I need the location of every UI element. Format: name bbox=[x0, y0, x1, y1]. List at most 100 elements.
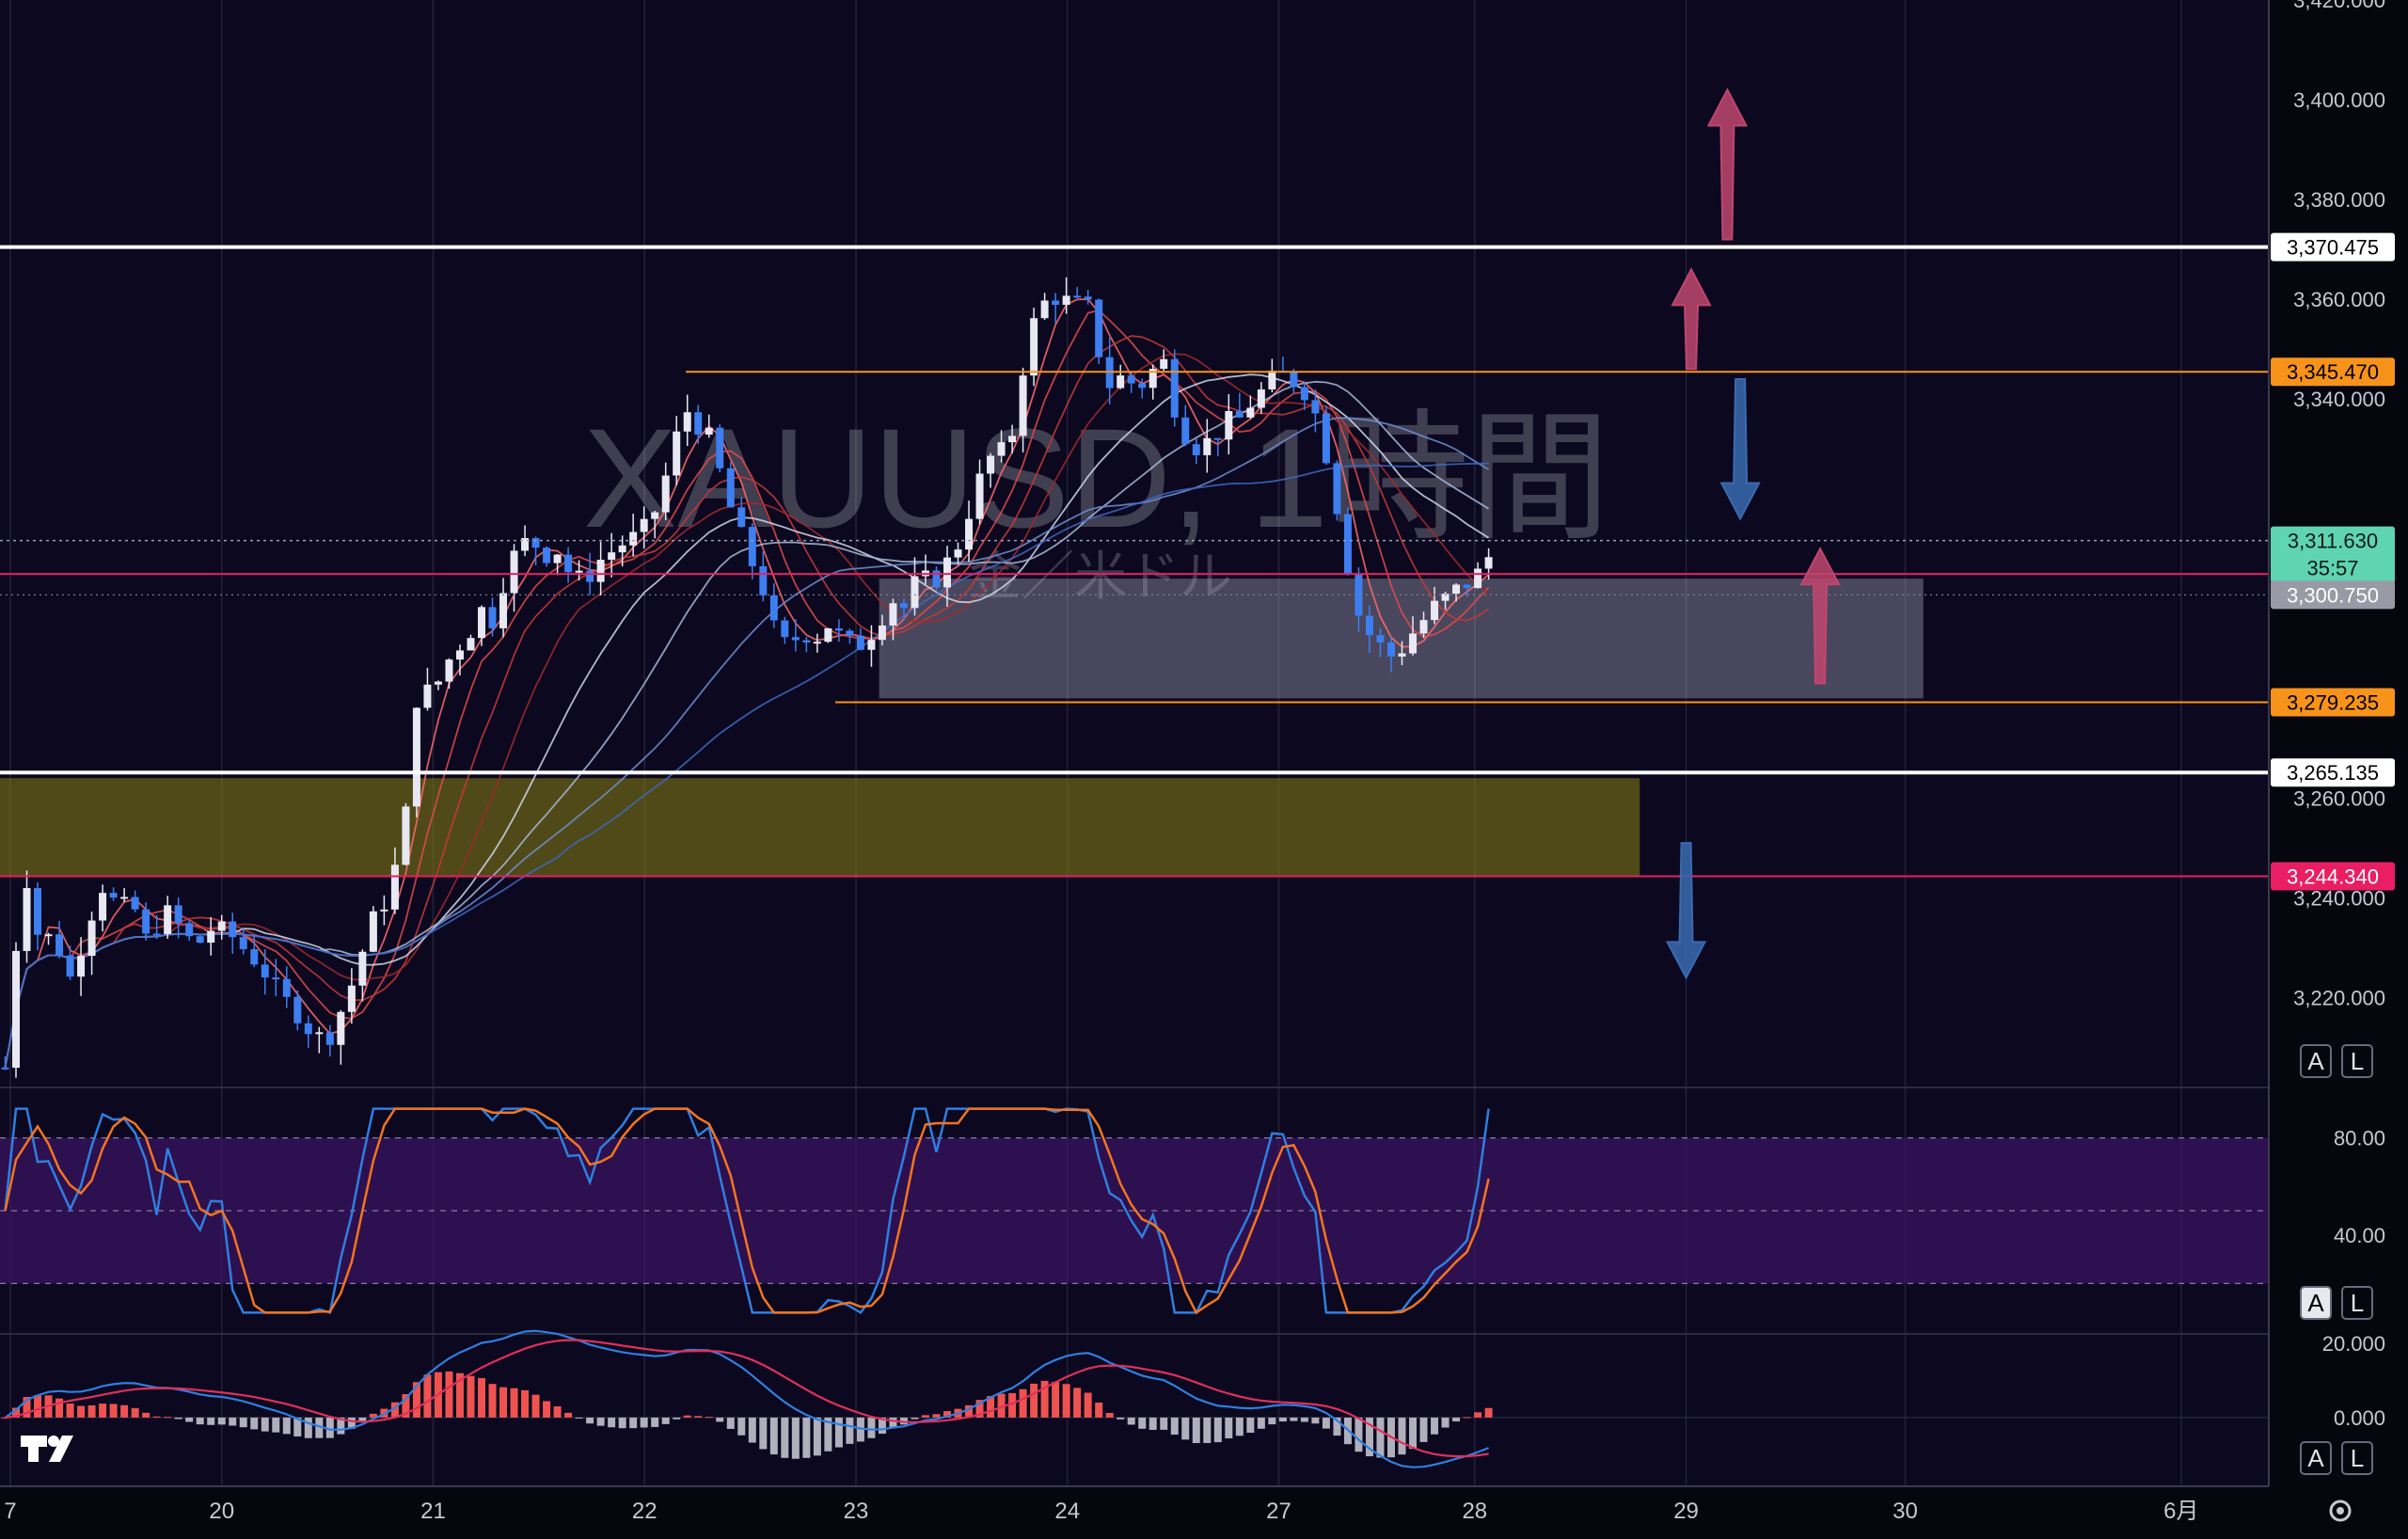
candle-body bbox=[1322, 413, 1330, 464]
macd-histogram-bar bbox=[1192, 1417, 1200, 1444]
scale-buttons[interactable]: A LA LA L bbox=[2300, 1044, 2373, 1475]
candle-body bbox=[131, 896, 139, 910]
macd-histogram-bar bbox=[131, 1407, 139, 1418]
macd-histogram-bar bbox=[152, 1416, 161, 1418]
macd-histogram-bar bbox=[802, 1417, 811, 1458]
time-tick-label: 30 bbox=[1893, 1499, 1918, 1524]
stochastic-pane bbox=[0, 1107, 2269, 1315]
price-badge-box bbox=[2271, 688, 2395, 717]
auto-scale-button-box[interactable] bbox=[2300, 1286, 2332, 1320]
candle-body bbox=[705, 427, 713, 435]
price-tick-label: 3,380.000 bbox=[2293, 188, 2385, 212]
auto-scale-button[interactable]: A bbox=[2307, 1289, 2324, 1317]
moving-average-line bbox=[4, 373, 1490, 1069]
price-tick-label: 3,400.000 bbox=[2293, 88, 2385, 112]
macd-histogram-bar bbox=[1019, 1388, 1027, 1418]
candle-body bbox=[878, 625, 886, 641]
log-scale-button-box[interactable] bbox=[2341, 1441, 2373, 1475]
auto-scale-button[interactable]: A bbox=[2307, 1444, 2324, 1472]
candle-body bbox=[1160, 358, 1168, 370]
macd-histogram-bar bbox=[142, 1412, 150, 1418]
candle-body bbox=[1419, 620, 1428, 634]
macd-histogram-bar bbox=[325, 1417, 334, 1438]
macd-histogram-bar bbox=[1354, 1417, 1363, 1452]
candle-body bbox=[66, 955, 74, 977]
candle-body bbox=[1127, 375, 1135, 384]
candle-body bbox=[1052, 300, 1060, 306]
macd-histogram-bar bbox=[1257, 1417, 1265, 1429]
log-scale-button-box[interactable] bbox=[2341, 1286, 2373, 1320]
macd-histogram-bar bbox=[217, 1417, 226, 1425]
candle-body bbox=[207, 930, 215, 944]
settings-gear-icon[interactable] bbox=[2329, 1499, 2352, 1522]
macd-histogram-bar bbox=[1008, 1392, 1017, 1418]
candle-body bbox=[1474, 568, 1482, 589]
time-tick-label: 24 bbox=[1054, 1499, 1080, 1524]
auto-scale-button[interactable]: A bbox=[2307, 1047, 2324, 1075]
candle-body bbox=[1300, 387, 1308, 401]
candle-body bbox=[34, 888, 42, 935]
macd-histogram-bar bbox=[1419, 1417, 1428, 1442]
candle-body bbox=[867, 640, 876, 650]
candle-body bbox=[629, 532, 638, 546]
macd-histogram-bar bbox=[293, 1417, 302, 1437]
macd-histogram-bar bbox=[911, 1417, 919, 1420]
macd-histogram-bar bbox=[1160, 1417, 1168, 1430]
candle-body bbox=[152, 933, 161, 936]
macd-histogram-bar bbox=[174, 1417, 182, 1420]
candle-body bbox=[748, 527, 756, 566]
candle-body bbox=[553, 554, 562, 563]
candle-body bbox=[164, 905, 172, 935]
candle-body bbox=[943, 557, 952, 588]
candle-body bbox=[1095, 299, 1103, 357]
candle-body bbox=[304, 1023, 312, 1035]
macd-histogram-bar bbox=[553, 1406, 562, 1418]
candle-body bbox=[196, 936, 204, 944]
gray-price-badge: 3,300.750 bbox=[2287, 583, 2379, 607]
log-scale-button[interactable]: L bbox=[2351, 1047, 2364, 1075]
macd-pane bbox=[0, 1329, 2269, 1468]
candle-body bbox=[402, 806, 410, 865]
candle-body bbox=[531, 538, 540, 548]
auto-scale-button-box[interactable] bbox=[2300, 1044, 2332, 1078]
candle-body bbox=[608, 552, 616, 560]
time-axis-background bbox=[0, 1486, 2408, 1539]
candle-body bbox=[1431, 600, 1439, 621]
candle-body bbox=[315, 1032, 324, 1035]
price-tick-label: 3,260.000 bbox=[2293, 786, 2385, 810]
macd-histogram-bar bbox=[1441, 1417, 1450, 1428]
macd-histogram-bar bbox=[531, 1394, 540, 1418]
candle-body bbox=[1409, 633, 1418, 654]
candle-body bbox=[423, 684, 432, 708]
macd-histogram-bar bbox=[889, 1417, 897, 1429]
macd-histogram-bar bbox=[1474, 1412, 1482, 1418]
stochastic-k-line bbox=[4, 1107, 1490, 1315]
candle-body bbox=[282, 978, 291, 997]
macd-histogram-bar bbox=[455, 1372, 464, 1418]
log-scale-button[interactable]: L bbox=[2351, 1444, 2364, 1472]
price-axis[interactable]: 3,420.000 3,400.000 3,380.000 3,360.000 3,34… bbox=[2293, 0, 2385, 1010]
macd-histogram-bar bbox=[337, 1417, 345, 1435]
macd-histogram-bar bbox=[478, 1377, 486, 1418]
price-tick-label: 3,360.000 bbox=[2293, 288, 2385, 311]
tradingview-logo-icon[interactable] bbox=[21, 1436, 73, 1462]
candle-body bbox=[229, 921, 237, 938]
log-scale-button-box[interactable] bbox=[2341, 1044, 2373, 1078]
candle-body bbox=[824, 627, 832, 643]
candle-body bbox=[1398, 653, 1406, 657]
candle-body bbox=[856, 635, 864, 650]
macd-histogram-bar bbox=[737, 1417, 746, 1436]
macd-histogram-bar bbox=[1409, 1417, 1418, 1450]
time-axis[interactable]: 7 20 21 22 23 24 27 28 29 30 6月 bbox=[4, 1499, 2198, 1524]
candles-layer bbox=[1, 277, 1493, 1078]
log-scale-button[interactable]: L bbox=[2351, 1289, 2364, 1317]
macd-histogram-bar bbox=[510, 1388, 518, 1418]
candle-body bbox=[1376, 635, 1385, 643]
macd-histogram-bar bbox=[932, 1414, 941, 1418]
macd-histogram-bar bbox=[965, 1404, 974, 1418]
macd-histogram-bar bbox=[1095, 1403, 1103, 1418]
auto-scale-button-box[interactable] bbox=[2300, 1441, 2332, 1475]
candle-body bbox=[120, 896, 129, 899]
macd-histogram-bar bbox=[629, 1417, 638, 1429]
